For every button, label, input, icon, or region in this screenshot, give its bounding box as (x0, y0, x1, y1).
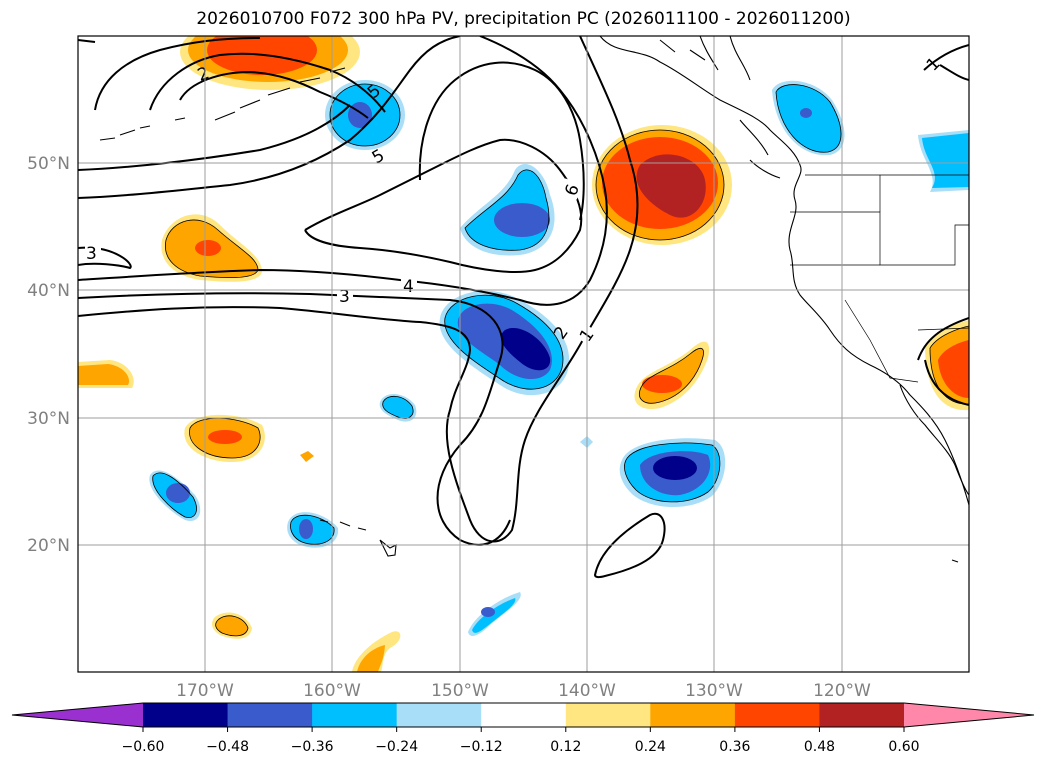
colorbar-segment (481, 703, 567, 727)
lat-tick-label: 30°N (27, 409, 70, 429)
lon-tick-label: 120°W (813, 681, 871, 701)
precip-blob-hawaii-north-positive (184, 414, 265, 462)
contour-label: 3 (86, 244, 97, 264)
colorbar-tick-label: 0.12 (550, 739, 581, 755)
lon-tick-label: 150°W (431, 681, 489, 701)
contour-label: 4 (403, 277, 414, 297)
colorbar-segment (819, 703, 905, 727)
precip-blob-southeast-negative (619, 438, 726, 508)
contour-label: 3 (339, 287, 350, 307)
colorbar-extend-high (904, 703, 1034, 727)
precip-blob-pnw-positive (592, 125, 732, 245)
map-contents: 3 3 4 2 5 5 6 2 1 1 (78, 36, 969, 672)
graticule (78, 36, 969, 672)
colorbar-segment (312, 703, 398, 727)
precip-blob-west-positive (161, 214, 262, 282)
lon-axis-labels: 170°W 160°W 150°W 140°W 130°W 120°W (176, 681, 871, 701)
colorbar-segment (565, 703, 651, 727)
colorbar-tick-label: −0.12 (460, 739, 503, 755)
coastlines (99, 36, 969, 563)
precip-outline-contours (152, 83, 969, 637)
lat-tick-label: 40°N (27, 281, 70, 301)
lat-axis-labels: 50°N 40°N 30°N 20°N (27, 154, 70, 556)
colorbar-tick-label: −0.36 (291, 739, 334, 755)
precip-blob-small-negatives (149, 80, 969, 636)
colorbar-segment (734, 703, 820, 727)
colorbar: −0.60 −0.48 −0.36 −0.24 −0.12 0.12 0.24 0.36 0.4… (11, 702, 1035, 755)
colorbar-tick-label: −0.48 (206, 739, 249, 755)
colorbar-segment (227, 703, 313, 727)
pv-contours (78, 36, 969, 579)
lat-tick-label: 50°N (27, 154, 70, 174)
colorbar-ticks: −0.60 −0.48 −0.36 −0.24 −0.12 0.12 0.24 0.36 0.4… (122, 727, 920, 755)
precip-blob-midpacific-negative (460, 164, 555, 256)
colorbar-segment (143, 703, 229, 727)
precip-blob-east-positive (634, 341, 710, 410)
colorbar-tick-label: 0.48 (804, 739, 835, 755)
precip-blob-north-positive (180, 36, 360, 90)
colorbar-tick-label: 0.60 (888, 739, 919, 755)
lon-tick-label: 160°W (303, 681, 361, 701)
colorbar-tick-label: −0.60 (122, 739, 165, 755)
colorbar-segments (143, 703, 905, 727)
colorbar-tick-label: −0.24 (375, 739, 418, 755)
map-title: 2026010700 F072 300 hPa PV, precipitatio… (196, 9, 851, 29)
precip-blob-small-positives (78, 320, 969, 672)
colorbar-tick-label: 0.24 (635, 739, 666, 755)
lon-tick-label: 130°W (685, 681, 743, 701)
colorbar-extend-low (12, 703, 143, 727)
lon-tick-label: 140°W (558, 681, 616, 701)
lon-tick-label: 170°W (176, 681, 234, 701)
colorbar-segment (650, 703, 736, 727)
political-borders (790, 174, 969, 383)
colorbar-segment (396, 703, 482, 727)
lat-tick-label: 20°N (27, 536, 70, 556)
colorbar-tick-label: 0.36 (719, 739, 750, 755)
map-frame (77, 35, 970, 673)
